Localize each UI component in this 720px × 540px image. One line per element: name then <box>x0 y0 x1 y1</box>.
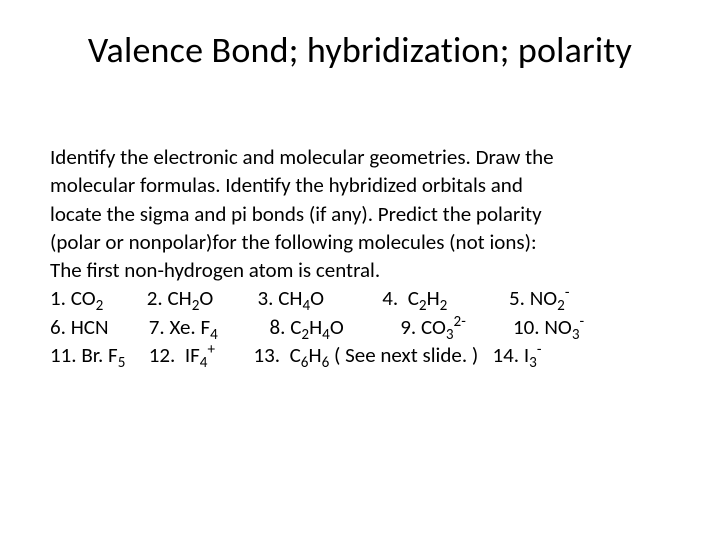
list-item: 9. CO32- <box>400 314 508 340</box>
instruction-line: (polar or nonpolar)for the following mol… <box>50 229 670 255</box>
item-row: 6. HCN 7. Xe. F4 8. C2H4O 9. CO32- 10. N… <box>50 314 670 340</box>
list-item: 8. C2H4O <box>270 314 396 340</box>
list-item: 1. CO2 <box>50 285 142 311</box>
list-item: 5. NO2- <box>509 285 569 311</box>
list-item: 11. Br. F5 <box>50 342 144 368</box>
list-item: 10. NO3- <box>513 314 584 340</box>
list-item: 4. C2H2 <box>382 285 504 311</box>
slide-title: Valence Bond; hybridization; polarity <box>50 28 670 72</box>
instruction-line: The first non-hydrogen atom is central. <box>50 257 670 283</box>
slide: Valence Bond; hybridization; polarity Id… <box>0 0 720 540</box>
list-item: 14. I3- <box>493 342 542 368</box>
list-item: 12. IF4+ <box>149 342 249 368</box>
body-text: Identify the electronic and molecular ge… <box>50 144 670 368</box>
list-item: 6. HCN <box>50 314 144 340</box>
instruction-line: molecular formulas. Identify the hybridi… <box>50 172 670 198</box>
instruction-line: locate the sigma and pi bonds (if any). … <box>50 201 670 227</box>
list-item: 3. CH4O <box>258 285 378 311</box>
item-row: 11. Br. F5 12. IF4+ 13. C6H6 ( See next … <box>50 342 670 368</box>
list-item: 13. C6H6 ( See next slide. ) <box>254 342 479 368</box>
list-item: 2. CH2O <box>147 285 253 311</box>
list-item: 7. Xe. F4 <box>149 314 265 340</box>
item-row: 1. CO2 2. CH2O 3. CH4O 4. C2H2 5. NO2- <box>50 285 670 311</box>
instruction-line: Identify the electronic and molecular ge… <box>50 144 670 170</box>
